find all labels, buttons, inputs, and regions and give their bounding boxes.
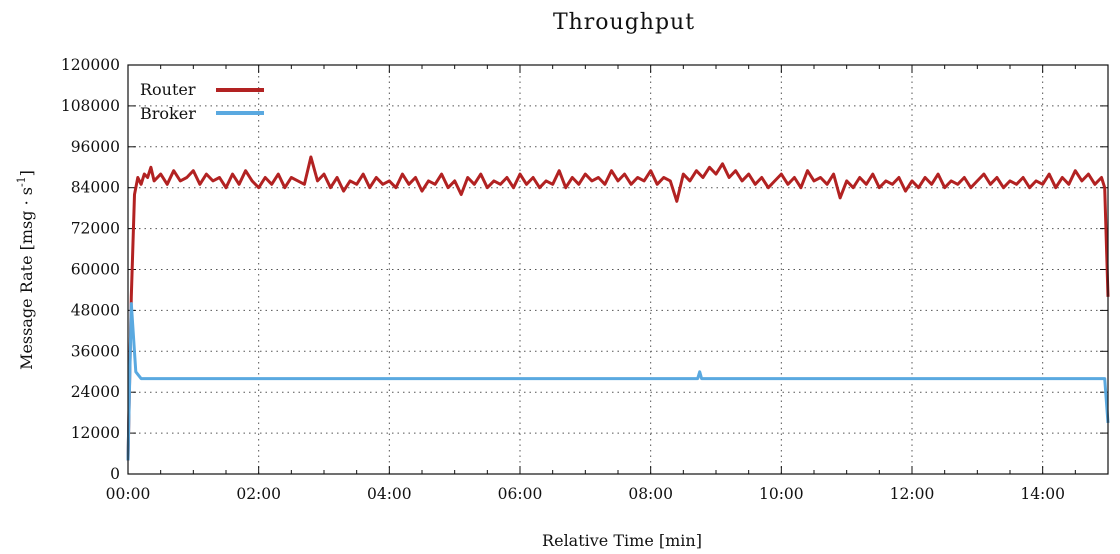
y-tick-label: 72000 bbox=[71, 220, 120, 238]
y-tick-label: 0 bbox=[110, 465, 120, 483]
y-tick-label: 12000 bbox=[71, 424, 120, 442]
x-axis-ticks: 00:00 02:00 04:00 06:00 08:00 10:00 12:00 14:00 bbox=[106, 65, 1109, 503]
legend: Router Broker bbox=[140, 80, 264, 123]
y-tick-label: 84000 bbox=[71, 179, 120, 197]
x-tick-label: 00:00 bbox=[106, 485, 151, 503]
x-tick-label: 02:00 bbox=[236, 485, 281, 503]
y-axis-label-main: Message Rate [msg · s bbox=[17, 187, 36, 370]
x-tick-label: 12:00 bbox=[890, 485, 935, 503]
y-tick-label: 108000 bbox=[61, 97, 120, 115]
y-tick-label: 120000 bbox=[61, 56, 120, 74]
plot-frame bbox=[127, 64, 1109, 475]
legend-label-broker: Broker bbox=[140, 104, 196, 123]
y-tick-label: 36000 bbox=[71, 342, 120, 360]
x-axis-label: Relative Time [min] bbox=[542, 531, 702, 550]
legend-label-router: Router bbox=[140, 80, 196, 99]
series-line-router bbox=[126, 155, 1110, 461]
chart-title: Throughput bbox=[553, 10, 695, 35]
y-tick-label: 96000 bbox=[71, 138, 120, 156]
x-tick-label: 14:00 bbox=[1020, 485, 1065, 503]
y-axis-label-exponent: -1 bbox=[15, 176, 28, 187]
x-tick-label: 08:00 bbox=[628, 485, 673, 503]
series-layer bbox=[126, 155, 1110, 461]
y-tick-label: 24000 bbox=[71, 383, 120, 401]
series-line-broker bbox=[126, 302, 1110, 461]
y-tick-label: 48000 bbox=[71, 301, 120, 319]
y-axis-ticks: 0 12000 24000 36000 48000 60000 72000 84000 9600… bbox=[61, 56, 1108, 483]
x-tick-label: 06:00 bbox=[498, 485, 543, 503]
x-tick-label: 10:00 bbox=[759, 485, 804, 503]
y-axis-label-close: ] bbox=[17, 170, 36, 176]
y-tick-label: 60000 bbox=[71, 261, 120, 279]
grid-lines bbox=[128, 65, 1108, 474]
x-tick-label: 04:00 bbox=[367, 485, 412, 503]
y-axis-label: Message Rate [msg · s-1] bbox=[15, 170, 36, 370]
